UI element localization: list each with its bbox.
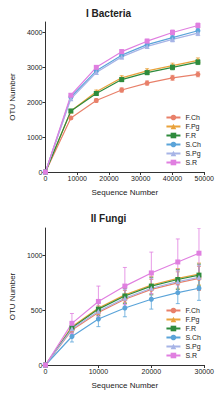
svg-text:10000: 10000 bbox=[67, 175, 87, 182]
svg-text:4000: 4000 bbox=[27, 29, 43, 36]
svg-text:1000: 1000 bbox=[27, 134, 43, 141]
svg-text:OTU Number: OTU Number bbox=[8, 73, 17, 121]
svg-text:30000: 30000 bbox=[131, 175, 151, 182]
svg-text:I Bacteria: I Bacteria bbox=[86, 8, 131, 19]
svg-text:S.Pg: S.Pg bbox=[185, 343, 200, 351]
svg-text:S.Pg: S.Pg bbox=[185, 150, 200, 158]
svg-text:F.Pg: F.Pg bbox=[185, 123, 199, 131]
svg-text:II Fungi: II Fungi bbox=[91, 213, 127, 224]
svg-text:1000: 1000 bbox=[27, 252, 43, 259]
svg-text:S.R: S.R bbox=[185, 352, 197, 359]
svg-text:0: 0 bbox=[44, 368, 48, 375]
svg-text:F.Ch: F.Ch bbox=[185, 114, 200, 121]
svg-text:3000: 3000 bbox=[27, 64, 43, 71]
svg-text:Sequence Number: Sequence Number bbox=[92, 381, 159, 390]
svg-text:F.Ch: F.Ch bbox=[185, 307, 200, 314]
svg-text:500: 500 bbox=[31, 307, 43, 314]
svg-text:0: 0 bbox=[39, 169, 43, 176]
svg-text:F.R: F.R bbox=[185, 325, 196, 332]
svg-text:F.Pg: F.Pg bbox=[185, 316, 199, 324]
svg-text:S.Ch: S.Ch bbox=[185, 141, 201, 148]
svg-text:20000: 20000 bbox=[142, 368, 162, 375]
svg-text:0: 0 bbox=[44, 175, 48, 182]
svg-text:F.R: F.R bbox=[185, 132, 196, 139]
svg-text:40000: 40000 bbox=[163, 175, 183, 182]
svg-text:20000: 20000 bbox=[99, 175, 119, 182]
svg-text:Sequence Number: Sequence Number bbox=[92, 188, 159, 197]
svg-text:S.Ch: S.Ch bbox=[185, 334, 201, 341]
svg-text:30000: 30000 bbox=[195, 368, 215, 375]
svg-text:0: 0 bbox=[39, 362, 43, 369]
svg-text:S.R: S.R bbox=[185, 159, 197, 166]
svg-text:10000: 10000 bbox=[89, 368, 109, 375]
svg-text:OTU Number: OTU Number bbox=[8, 272, 17, 320]
svg-text:50000: 50000 bbox=[195, 175, 215, 182]
svg-text:2000: 2000 bbox=[27, 99, 43, 106]
